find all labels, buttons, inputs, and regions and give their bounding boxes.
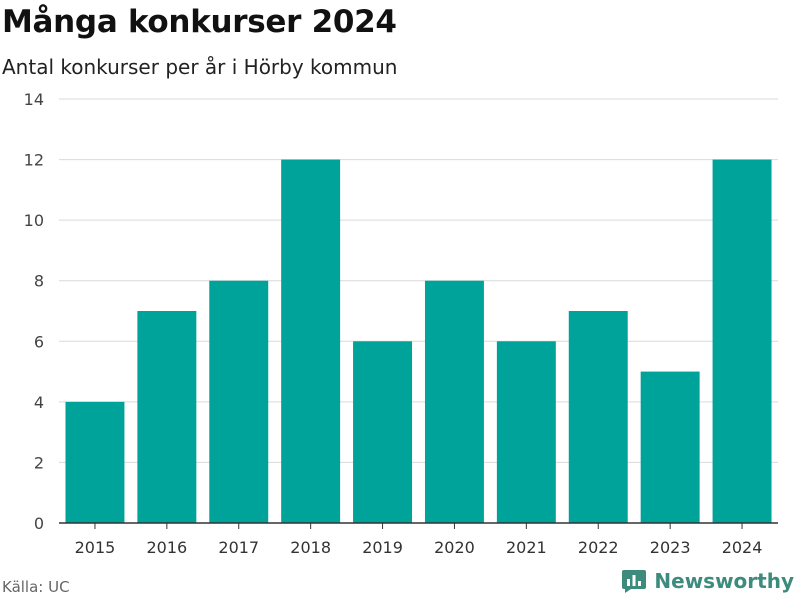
x-tick-label: 2018 [290, 538, 331, 557]
x-tick-label: 2020 [434, 538, 475, 557]
brand-logo: Newsworthy [621, 568, 794, 594]
x-tick-label: 2024 [722, 538, 763, 557]
bar-2024 [712, 159, 772, 524]
x-tick-label: 2021 [506, 538, 547, 557]
y-tick-label: 6 [34, 332, 44, 351]
bar-2016 [137, 311, 197, 523]
x-tick-label: 2023 [650, 538, 691, 557]
brand-name: Newsworthy [654, 569, 794, 593]
y-tick-label: 12 [24, 151, 44, 170]
x-tick-label: 2015 [75, 538, 116, 557]
y-axis-ticks: 0 2 4 6 8 10 12 14 [24, 90, 44, 533]
bar-2018 [281, 159, 341, 524]
y-tick-label: 4 [34, 393, 44, 412]
y-tick-label: 14 [24, 90, 44, 109]
source-note: Källa: UC [2, 578, 70, 596]
bar-2020 [424, 280, 484, 523]
newsworthy-icon [622, 570, 647, 593]
x-axis-ticks: 2015 2016 2017 2018 2019 2020 2021 2022 2023 2024 [75, 523, 763, 557]
chart-subtitle: Antal konkurser per år i Hörby kommun [2, 55, 398, 79]
chart-title: Många konkurser 2024 [2, 4, 397, 40]
bar-2015 [65, 401, 125, 523]
x-tick-label: 2016 [146, 538, 187, 557]
bar-2023 [640, 371, 700, 523]
y-tick-label: 2 [34, 453, 44, 472]
bar-2022 [568, 311, 628, 523]
y-tick-label: 10 [24, 211, 44, 230]
x-tick-label: 2022 [578, 538, 619, 557]
bar-2017 [209, 280, 269, 523]
bar-2021 [496, 341, 556, 523]
bar-2019 [353, 341, 413, 523]
y-tick-label: 0 [34, 514, 44, 533]
x-tick-label: 2017 [218, 538, 259, 557]
y-tick-label: 8 [34, 272, 44, 291]
bars [65, 159, 772, 524]
x-tick-label: 2019 [362, 538, 403, 557]
